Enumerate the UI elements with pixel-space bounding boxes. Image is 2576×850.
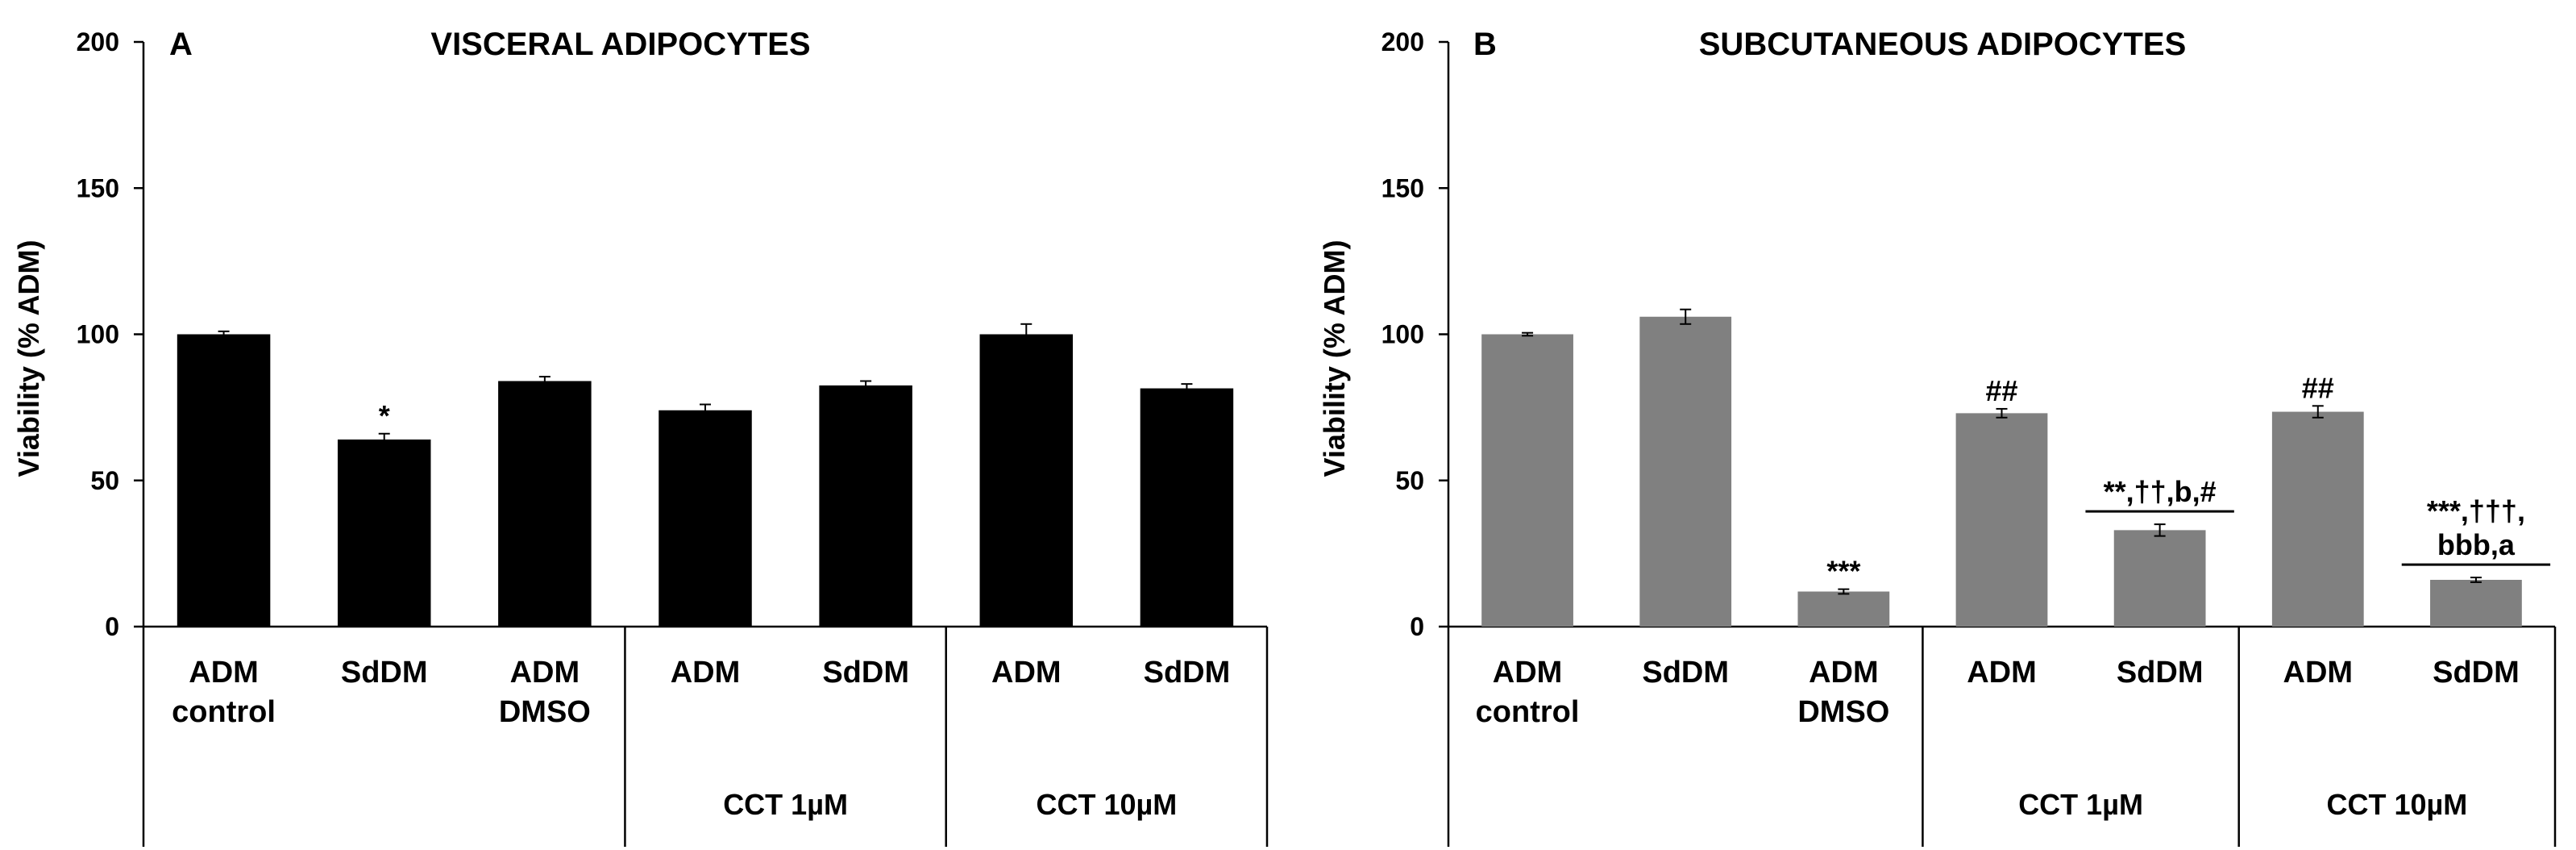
bar — [1797, 591, 1890, 627]
bar — [659, 410, 752, 627]
bar — [1140, 388, 1234, 627]
bar — [979, 334, 1074, 627]
bar — [2430, 580, 2522, 627]
y-tick-label: 200 — [1381, 27, 1424, 56]
significance-label: ## — [1985, 374, 2017, 407]
category-label: SdDM — [2117, 656, 2204, 690]
significance-label: * — [379, 399, 390, 432]
category-label: DMSO — [499, 695, 591, 729]
group-label: CCT 1µM — [723, 788, 848, 821]
significance-label: ## — [2302, 371, 2334, 404]
bar — [337, 440, 431, 627]
y-tick-label: 50 — [90, 466, 119, 495]
y-axis-label: Viability (% ADM) — [1318, 240, 1351, 477]
chart-title: SUBCUTANEOUS ADIPOCYTES — [1699, 27, 2187, 62]
significance-label: ***,†††, — [2427, 494, 2525, 527]
group-label: CCT 10µM — [1036, 788, 1177, 821]
y-tick-label: 0 — [105, 612, 119, 641]
group-label: CCT 1µM — [2018, 788, 2143, 821]
category-label: ADM — [1493, 656, 1563, 690]
category-label: ADM — [1809, 656, 1879, 690]
category-label: ADM — [671, 656, 741, 690]
category-label: SdDM — [341, 656, 428, 690]
y-tick-label: 150 — [77, 173, 119, 202]
category-label: control — [172, 695, 276, 729]
category-label: ADM — [2283, 656, 2354, 690]
category-label: SdDM — [822, 656, 909, 690]
category-label: ADM — [1967, 656, 2037, 690]
chart-panel-b: B SUBCUTANEOUS ADIPOCYTES Viability (% ADM… — [1318, 27, 2557, 847]
group-label: CCT 10µM — [2326, 788, 2467, 821]
chart-title: VISCERAL ADIPOCYTES — [430, 27, 810, 62]
chart-panel-a: A VISCERAL ADIPOCYTES Viability (% ADM) 0 50… — [12, 27, 1269, 847]
y-tick-label: 100 — [77, 320, 119, 349]
category-label: SdDM — [2433, 656, 2520, 690]
y-tick-label: 0 — [1410, 612, 1424, 641]
bar — [1481, 334, 1573, 627]
bar — [819, 385, 912, 627]
bar — [2113, 530, 2206, 627]
category-label: ADM — [189, 656, 259, 690]
y-axis-label: Viability (% ADM) — [12, 240, 45, 477]
category-label: SdDM — [1144, 656, 1231, 690]
panel-letter: A — [169, 27, 193, 62]
y-tick-label: 200 — [77, 27, 119, 56]
bar — [2271, 411, 2364, 627]
y-tick-label: 100 — [1381, 320, 1424, 349]
category-label: control — [1476, 695, 1580, 729]
y-tick-label: 150 — [1381, 173, 1424, 202]
category-label: ADM — [510, 656, 580, 690]
bar — [1639, 316, 1732, 627]
bar — [177, 334, 271, 627]
significance-label: bbb,a — [2437, 528, 2516, 561]
panel-letter: B — [1473, 27, 1497, 62]
category-label: SdDM — [1642, 656, 1729, 690]
y-tick-label: 50 — [1395, 466, 1424, 495]
bar — [498, 381, 592, 627]
significance-label: **,††,b,# — [2104, 475, 2217, 508]
category-label: DMSO — [1797, 695, 1889, 729]
bar — [1955, 413, 2048, 627]
significance-label: *** — [1826, 555, 1860, 588]
category-label: ADM — [991, 656, 1062, 690]
